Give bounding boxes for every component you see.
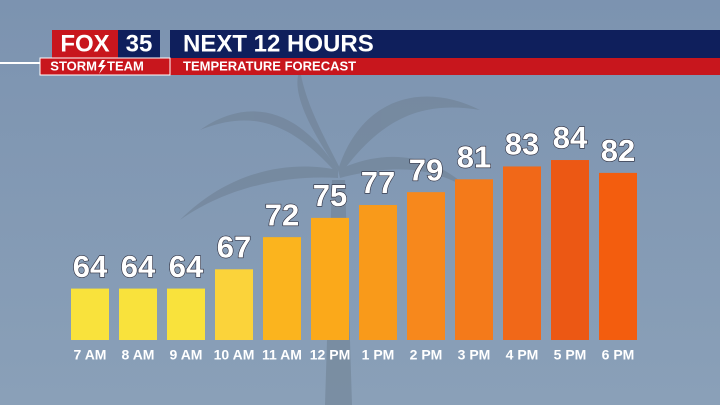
value-label: 64 — [73, 249, 108, 284]
bar — [599, 172, 637, 340]
logo-text: FOX — [60, 30, 109, 57]
title-bar — [170, 30, 720, 58]
x-tick-label: 5 PM — [554, 347, 587, 363]
bar — [215, 269, 253, 340]
value-label: 75 — [313, 178, 347, 213]
bar — [167, 288, 205, 340]
x-tick-label: 8 AM — [122, 347, 155, 363]
chart-subtitle: TEMPERATURE FORECAST — [183, 58, 356, 73]
x-tick-label: 11 AM — [262, 347, 302, 363]
bar — [503, 166, 541, 340]
bar — [359, 205, 397, 340]
x-tick-label: 6 PM — [602, 347, 635, 363]
value-label: 64 — [169, 249, 204, 284]
bar — [407, 192, 445, 340]
x-tick-label: 9 AM — [170, 347, 203, 363]
x-tick-label: 7 AM — [74, 347, 107, 363]
x-tick-label: 10 AM — [214, 347, 255, 363]
logo-text: 35 — [126, 30, 153, 57]
team-box — [39, 57, 171, 76]
x-tick-label: 4 PM — [506, 347, 539, 363]
bar — [551, 160, 589, 340]
value-label: 81 — [457, 139, 491, 174]
bar — [311, 217, 349, 340]
value-label: 84 — [553, 120, 588, 155]
lightning-icon — [98, 60, 106, 74]
value-label: 82 — [601, 133, 635, 168]
value-label: 64 — [121, 249, 156, 284]
value-label: 83 — [505, 127, 539, 162]
bar — [71, 288, 109, 340]
x-tick-label: 12 PM — [310, 347, 350, 363]
bar — [455, 179, 493, 340]
value-label: 72 — [265, 197, 299, 232]
team-text: TEAM — [107, 58, 144, 73]
logo-box — [118, 30, 160, 58]
value-label: 67 — [217, 229, 251, 264]
x-tick-label: 3 PM — [458, 347, 491, 363]
x-tick-label: 1 PM — [362, 347, 395, 363]
value-label: 77 — [361, 165, 395, 200]
logo-box — [52, 30, 118, 58]
subtitle-bar — [170, 58, 720, 75]
bar — [119, 288, 157, 340]
x-tick-label: 2 PM — [410, 347, 443, 363]
chart-title: NEXT 12 HOURS — [183, 30, 374, 57]
value-label: 79 — [409, 152, 443, 187]
bar — [263, 237, 301, 340]
team-text: STORM — [50, 58, 97, 73]
